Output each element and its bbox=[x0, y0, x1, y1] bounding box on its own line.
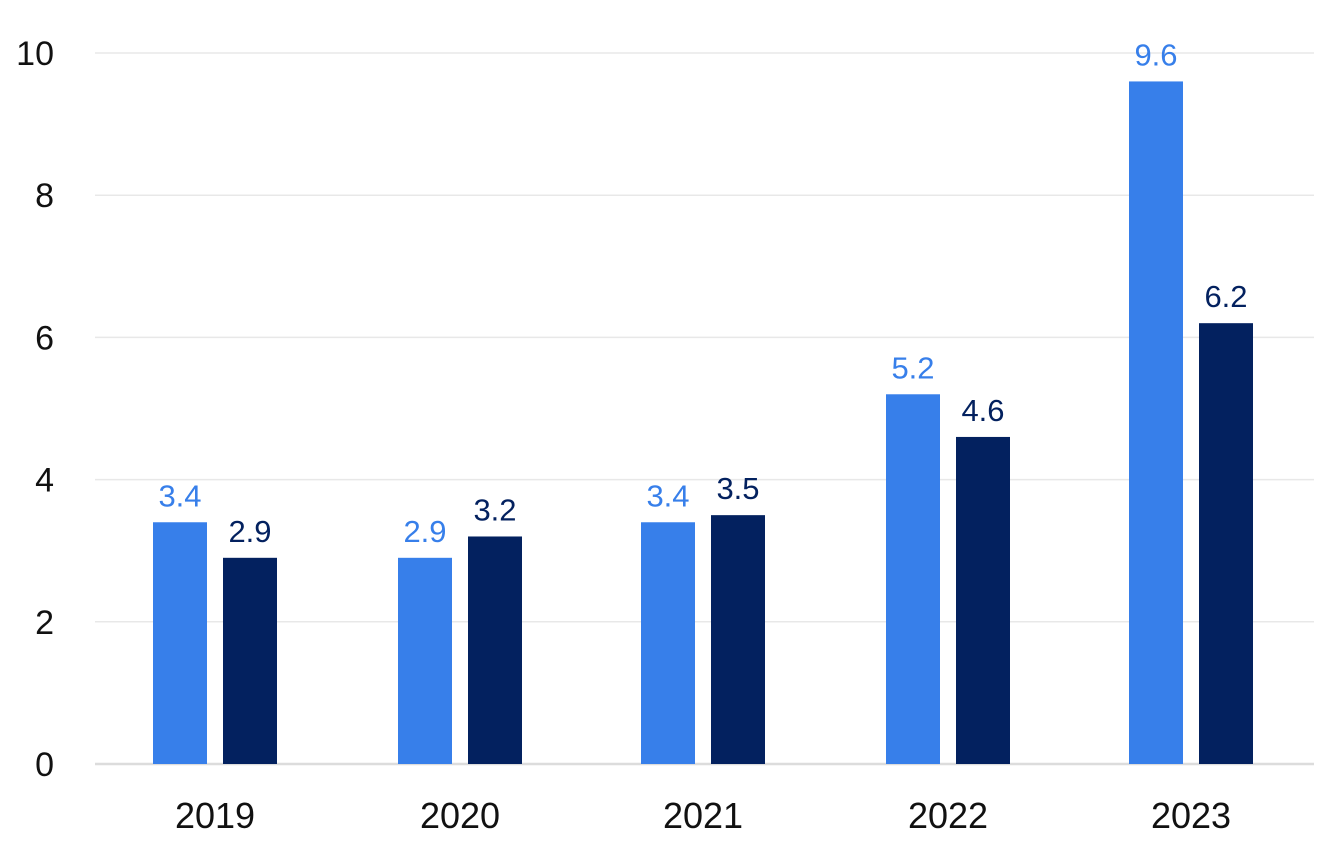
x-tick-label: 2023 bbox=[1151, 795, 1231, 836]
data-label-series-1-2021: 3.4 bbox=[646, 478, 689, 513]
data-label-series-1-2020: 2.9 bbox=[403, 514, 446, 549]
data-label-series-1-2023: 9.6 bbox=[1134, 37, 1177, 72]
data-labels: 3.4 2.9 2.9 3.2 3.4 3.5 5.2 4.6 9.6 6.2 bbox=[158, 37, 1247, 548]
bar-series-1-2019 bbox=[153, 522, 207, 764]
data-label-series-1-2022: 5.2 bbox=[891, 350, 934, 385]
data-label-series-2-2019: 2.9 bbox=[228, 514, 271, 549]
data-label-series-2-2023: 6.2 bbox=[1204, 279, 1247, 314]
bar-series-1-2021 bbox=[641, 522, 695, 764]
bars bbox=[153, 81, 1253, 764]
bar-series-2-2021 bbox=[711, 515, 765, 764]
bar-series-1-2022 bbox=[886, 394, 940, 764]
data-label-series-2-2021: 3.5 bbox=[716, 471, 759, 506]
bar-series-2-2023 bbox=[1199, 323, 1253, 764]
bar-series-2-2022 bbox=[956, 436, 1010, 764]
data-label-series-1-2019: 3.4 bbox=[158, 478, 201, 513]
x-axis-ticks: 2019 2020 2021 2022 2023 bbox=[175, 795, 1231, 836]
bar-series-1-2023 bbox=[1129, 81, 1183, 764]
data-label-series-2-2022: 4.6 bbox=[961, 393, 1004, 428]
y-tick-label: 6 bbox=[35, 319, 54, 357]
x-tick-label: 2022 bbox=[908, 795, 988, 836]
y-tick-label: 2 bbox=[35, 604, 54, 642]
y-axis-ticks: 0 2 4 6 8 10 bbox=[16, 35, 54, 784]
data-label-series-2-2020: 3.2 bbox=[473, 492, 516, 527]
gridlines bbox=[95, 52, 1314, 766]
bar-series-2-2020 bbox=[468, 536, 522, 764]
bar-series-2-2019 bbox=[223, 557, 277, 764]
y-tick-label: 10 bbox=[16, 35, 54, 73]
y-tick-label: 0 bbox=[35, 746, 54, 784]
x-tick-label: 2020 bbox=[420, 795, 500, 836]
x-tick-label: 2021 bbox=[663, 795, 743, 836]
x-tick-label: 2019 bbox=[175, 795, 255, 836]
y-tick-label: 8 bbox=[35, 177, 54, 215]
bar-series-1-2020 bbox=[398, 557, 452, 764]
y-tick-label: 4 bbox=[35, 462, 54, 500]
